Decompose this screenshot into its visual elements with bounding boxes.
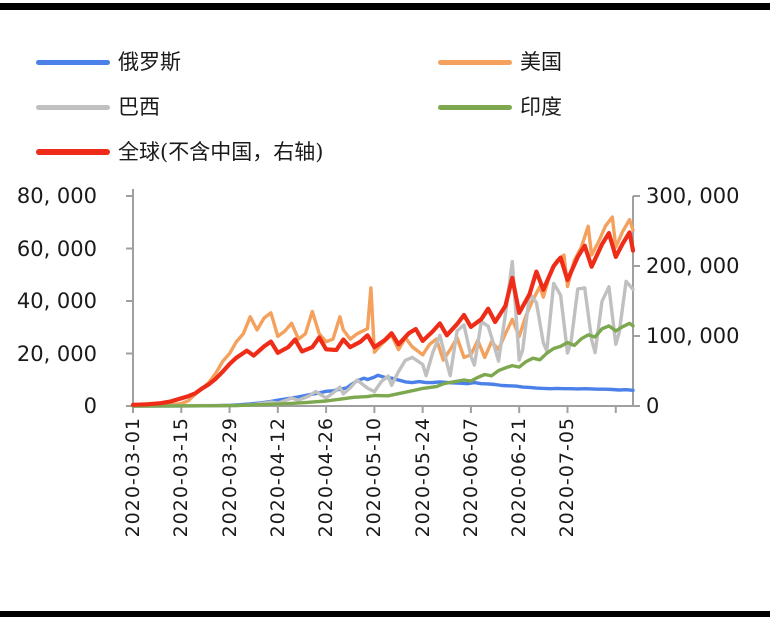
- x-axis-label: 2020-03-01: [122, 417, 144, 538]
- x-axis-label: 2020-03-15: [170, 417, 193, 538]
- x-axis-label: 2020-03-29: [218, 417, 241, 538]
- legend-label-russia: 俄罗斯: [118, 50, 181, 74]
- legend-swatch-russia: [36, 59, 110, 65]
- y-axis-left-label: 0: [83, 394, 97, 418]
- legend-label-brazil: 巴西: [118, 95, 160, 119]
- y-axis-left-label: 80, 000: [16, 184, 97, 208]
- legend-item-india: 印度: [438, 93, 562, 121]
- legend-item-usa: 美国: [438, 48, 562, 76]
- legend-label-usa: 美国: [520, 50, 562, 74]
- legend-label-india: 印度: [520, 95, 562, 119]
- series-line-india: [131, 321, 635, 408]
- y-axis-left-label: 20, 000: [16, 341, 97, 366]
- series-line-brazil: [131, 259, 635, 408]
- legend-swatch-usa: [438, 59, 512, 65]
- legend-item-global: 全球(不含中国，右轴): [36, 138, 323, 166]
- x-axis-label: 2020-06-21: [508, 417, 531, 538]
- x-axis-label: 2020-07-05: [556, 417, 579, 538]
- legend-swatch-global: [36, 149, 110, 155]
- y-axis-right-label: 200, 000: [646, 254, 740, 278]
- x-axis-label: 2020-04-12: [266, 417, 289, 538]
- x-axis-label: 2020-05-24: [411, 417, 434, 538]
- y-axis-left-label: 60, 000: [16, 236, 97, 261]
- y-axis-right-label: 0: [646, 394, 660, 418]
- x-axis-label: 2020-06-07: [459, 417, 482, 538]
- x-axis-label: 2020-04-26: [315, 417, 338, 538]
- legend-swatch-india: [438, 104, 512, 110]
- series-line-global: [130, 230, 636, 407]
- legend-item-brazil: 巴西: [36, 93, 160, 121]
- y-axis-right-label: 100, 000: [646, 324, 740, 348]
- x-axis-label: 2020-05-10: [363, 417, 386, 538]
- y-axis-left-label: 40, 000: [16, 289, 97, 313]
- y-axis-right-label: 300, 000: [646, 184, 740, 208]
- top-rule: [0, 3, 770, 10]
- bottom-rule: [0, 611, 770, 617]
- legend-swatch-brazil: [36, 104, 110, 110]
- legend-item-russia: 俄罗斯: [36, 48, 181, 76]
- legend-label-global: 全球(不含中国，右轴): [118, 140, 324, 164]
